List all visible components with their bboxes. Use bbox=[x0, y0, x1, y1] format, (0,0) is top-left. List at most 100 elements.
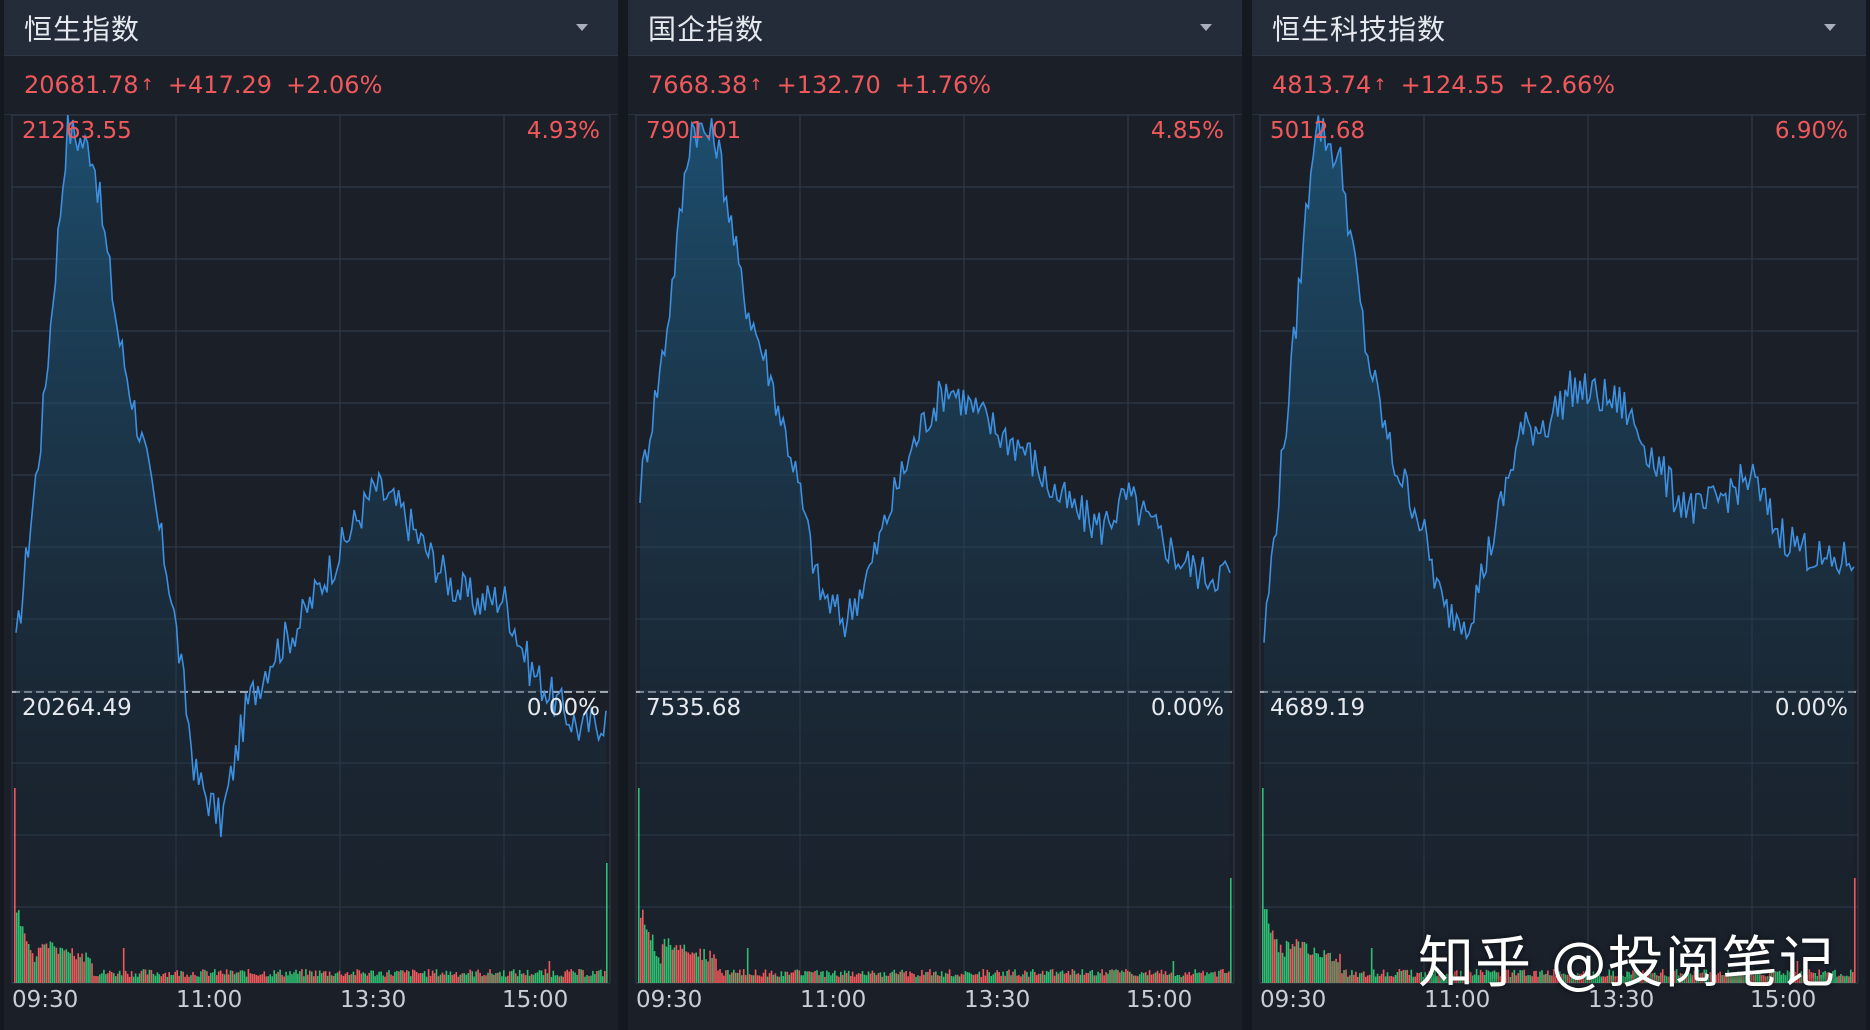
volume-bar bbox=[429, 975, 432, 983]
volume-bar bbox=[413, 970, 416, 983]
volume-bar bbox=[156, 972, 159, 983]
volume-bar bbox=[1778, 970, 1781, 983]
volume-bar bbox=[1200, 972, 1202, 983]
volume-bar bbox=[1412, 976, 1415, 983]
volume-bar bbox=[1760, 974, 1763, 983]
volume-bar bbox=[1456, 970, 1458, 983]
volume-bar bbox=[1220, 969, 1222, 983]
volume-bar bbox=[1448, 974, 1450, 983]
volume-bar bbox=[1531, 976, 1533, 983]
volume-bar bbox=[1113, 970, 1115, 983]
volume-bar bbox=[816, 970, 818, 983]
volume-bar bbox=[944, 972, 947, 983]
panel-header[interactable]: 恒生指数 bbox=[4, 0, 618, 56]
volume-bar bbox=[1501, 972, 1504, 983]
volume-bar bbox=[762, 972, 765, 983]
volume-bar bbox=[1097, 971, 1099, 983]
volume-bar bbox=[1462, 976, 1464, 983]
volume-bar bbox=[1517, 973, 1519, 983]
volume-bar bbox=[972, 975, 975, 983]
volume-bar bbox=[1590, 976, 1593, 983]
volume-bar bbox=[257, 975, 260, 983]
volume-bar bbox=[1580, 973, 1583, 983]
volume-bar bbox=[1262, 788, 1264, 983]
volume-bar bbox=[425, 976, 428, 983]
volume-bar bbox=[1465, 970, 1468, 983]
volume-bar bbox=[1471, 975, 1474, 983]
volume-bar bbox=[715, 958, 717, 983]
volume-bar bbox=[1307, 953, 1310, 983]
panel-header[interactable]: 国企指数 bbox=[628, 0, 1242, 56]
chevron-down-icon[interactable] bbox=[576, 24, 588, 31]
intraday-chart[interactable] bbox=[1252, 115, 1866, 1030]
volume-bar bbox=[1632, 970, 1634, 983]
volume-bar bbox=[136, 976, 139, 983]
volume-bar bbox=[1798, 975, 1801, 983]
volume-bar bbox=[281, 974, 283, 983]
volume-bar bbox=[491, 973, 493, 983]
volume-bar bbox=[134, 973, 137, 983]
volume-bar bbox=[1202, 970, 1204, 983]
volume-bar bbox=[1067, 970, 1070, 983]
volume-bar bbox=[766, 976, 769, 983]
volume-bar bbox=[495, 973, 497, 983]
volume-bar bbox=[853, 976, 856, 983]
volume-bar bbox=[1218, 970, 1220, 983]
intraday-chart[interactable] bbox=[628, 115, 1242, 1030]
volume-bar bbox=[741, 975, 743, 983]
volume-bar bbox=[1652, 973, 1654, 983]
volume-bar bbox=[1701, 972, 1704, 983]
volume-bar bbox=[1675, 969, 1678, 983]
volume-bar bbox=[897, 974, 899, 983]
volume-bar bbox=[297, 973, 299, 983]
volume-bar bbox=[1170, 972, 1173, 983]
volume-bar bbox=[1144, 972, 1147, 983]
volume-bar bbox=[742, 969, 745, 983]
volume-bar bbox=[1557, 973, 1559, 983]
volume-bar bbox=[132, 976, 135, 983]
volume-bar bbox=[1529, 975, 1531, 983]
volume-bar bbox=[836, 975, 838, 983]
volume-bar bbox=[1739, 973, 1741, 983]
volume-bar bbox=[968, 972, 971, 983]
volume-bar bbox=[1487, 970, 1490, 983]
volume-bar bbox=[1156, 970, 1159, 983]
volume-bar bbox=[570, 969, 572, 983]
volume-bar bbox=[1513, 969, 1516, 983]
volume-bar bbox=[443, 974, 446, 983]
chevron-down-icon[interactable] bbox=[1200, 24, 1212, 31]
volume-bar bbox=[1357, 976, 1359, 983]
volume-bar bbox=[338, 970, 341, 983]
volume-bar bbox=[958, 976, 961, 983]
volume-bar bbox=[588, 976, 590, 983]
intraday-chart[interactable] bbox=[4, 115, 618, 1030]
volume-bar bbox=[677, 950, 680, 983]
volume-bar bbox=[37, 947, 40, 983]
panel-header[interactable]: 恒生科技指数 bbox=[1252, 0, 1866, 56]
volume-bar bbox=[1854, 878, 1856, 983]
volume-bar bbox=[1499, 976, 1502, 983]
volume-bar bbox=[1691, 975, 1694, 983]
volume-bar bbox=[729, 974, 731, 983]
chevron-down-icon[interactable] bbox=[1824, 24, 1836, 31]
volume-bar bbox=[1430, 971, 1432, 983]
volume-bar bbox=[1521, 970, 1523, 983]
volume-bar bbox=[814, 971, 816, 983]
volume-bar bbox=[1168, 974, 1171, 983]
volume-bar bbox=[1382, 969, 1385, 983]
volume-bar bbox=[417, 973, 420, 983]
volume-bar bbox=[697, 956, 699, 983]
volume-bar bbox=[415, 972, 418, 983]
volume-bar bbox=[1319, 956, 1321, 983]
volume-bar bbox=[1008, 969, 1010, 983]
volume-bar bbox=[223, 974, 226, 983]
volume-bar bbox=[851, 971, 854, 983]
volume-bar bbox=[1083, 974, 1086, 983]
volume-bar bbox=[1519, 970, 1521, 983]
volume-bar bbox=[568, 971, 570, 983]
volume-bar bbox=[1111, 969, 1113, 983]
volume-bar bbox=[477, 969, 479, 983]
volume-bar bbox=[168, 972, 170, 983]
volume-bar bbox=[267, 976, 269, 983]
volume-bar bbox=[1772, 973, 1775, 983]
